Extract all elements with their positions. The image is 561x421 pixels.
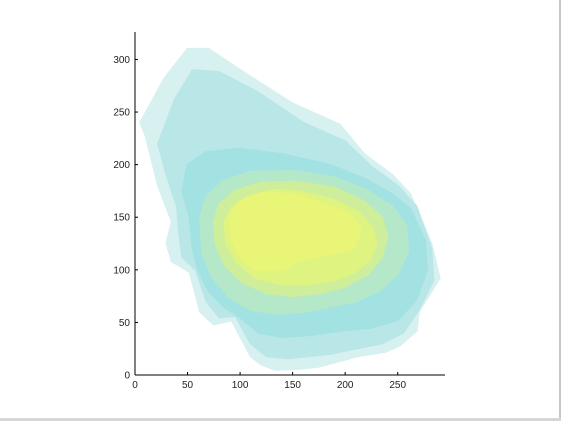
x-tick-label: 200 <box>337 380 354 391</box>
x-tick-label: 150 <box>284 380 301 391</box>
y-tick-label: 100 <box>113 265 130 276</box>
y-axis-ticks: 0 50 100 150 200 250 300 <box>113 55 138 382</box>
x-tick-label: 100 <box>232 380 249 391</box>
y-tick-label: 50 <box>119 318 131 329</box>
window-right-edge <box>559 0 561 421</box>
x-tick-label: 0 <box>132 380 138 391</box>
density-contours <box>139 47 441 371</box>
y-tick-label: 0 <box>124 371 130 382</box>
y-tick-label: 300 <box>113 55 130 66</box>
y-tick-label: 250 <box>113 108 130 119</box>
window-bottom-edge <box>0 418 561 421</box>
contour-level-7 <box>228 192 362 271</box>
x-axis-ticks: 0 50 100 150 200 250 <box>132 372 406 391</box>
y-tick-label: 150 <box>113 213 130 224</box>
y-tick-label: 200 <box>113 160 130 171</box>
x-tick-label: 250 <box>389 380 406 391</box>
x-tick-label: 50 <box>182 380 194 391</box>
